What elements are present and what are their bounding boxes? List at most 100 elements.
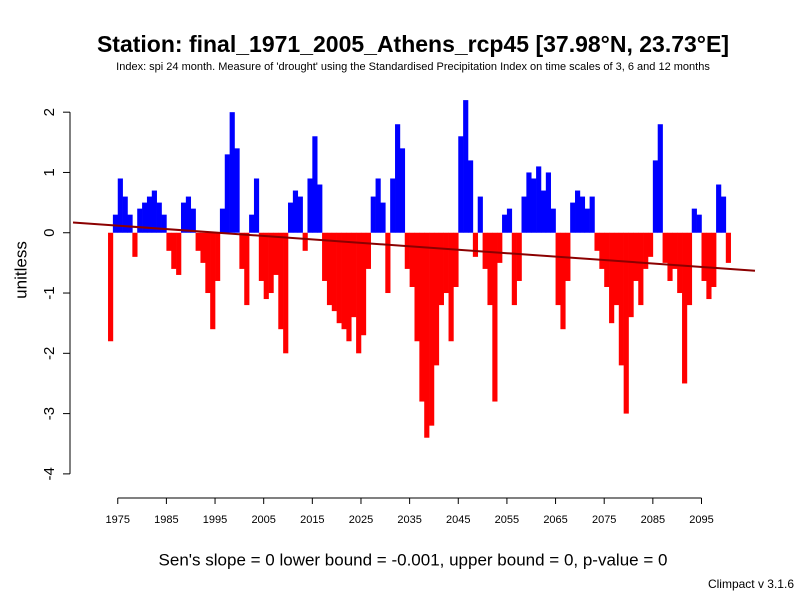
bar bbox=[409, 232, 415, 287]
credit: Climpact v 3.1.6 bbox=[708, 577, 794, 591]
x-tick-label: 1975 bbox=[106, 514, 130, 526]
y-tick-label: -2 bbox=[41, 347, 58, 360]
bar bbox=[244, 232, 250, 306]
bar bbox=[395, 124, 401, 233]
bar bbox=[161, 214, 167, 233]
bar bbox=[477, 196, 483, 233]
bar bbox=[414, 232, 420, 342]
bar bbox=[599, 232, 605, 269]
bar bbox=[628, 232, 634, 318]
bar bbox=[657, 124, 663, 233]
x-tick-label: 1985 bbox=[154, 514, 178, 526]
bar bbox=[506, 208, 513, 233]
bar bbox=[448, 232, 454, 342]
bar bbox=[283, 232, 289, 354]
bar bbox=[219, 208, 226, 233]
bar bbox=[370, 196, 376, 233]
bar bbox=[594, 232, 600, 251]
bar bbox=[331, 232, 337, 312]
bar bbox=[224, 154, 230, 233]
bar bbox=[424, 232, 430, 438]
bar bbox=[127, 214, 133, 233]
bar bbox=[278, 232, 284, 330]
bar bbox=[171, 232, 177, 269]
bar bbox=[531, 178, 537, 233]
bar bbox=[336, 232, 342, 324]
bar bbox=[156, 202, 162, 233]
bar bbox=[467, 160, 474, 233]
bar bbox=[453, 232, 459, 287]
footer: Sen's slope = 0 lower bound = -0.001, up… bbox=[159, 550, 668, 569]
bar bbox=[229, 112, 235, 233]
bar bbox=[516, 232, 522, 281]
bar bbox=[205, 232, 211, 294]
x-tick-label: 2005 bbox=[251, 514, 275, 526]
bar bbox=[234, 148, 240, 233]
x-tick-label: 2035 bbox=[397, 514, 421, 526]
bar bbox=[472, 232, 479, 257]
bar bbox=[540, 190, 547, 233]
bar bbox=[375, 178, 381, 233]
bar bbox=[404, 232, 410, 269]
bar bbox=[273, 232, 279, 275]
x-tick-label: 2095 bbox=[689, 514, 713, 526]
bar bbox=[613, 232, 620, 306]
bar bbox=[643, 232, 649, 269]
bar bbox=[463, 100, 469, 233]
bar bbox=[185, 196, 192, 233]
bar bbox=[419, 232, 425, 402]
bar bbox=[399, 148, 406, 233]
bar bbox=[346, 232, 352, 342]
bar bbox=[137, 208, 143, 233]
bar bbox=[682, 232, 688, 384]
bar bbox=[180, 202, 187, 233]
bar bbox=[696, 214, 702, 233]
bar bbox=[365, 232, 372, 269]
bar bbox=[200, 232, 206, 263]
bar bbox=[117, 178, 123, 233]
bar bbox=[360, 232, 367, 336]
chart-subtitle: Index: spi 24 month. Measure of 'drought… bbox=[116, 61, 710, 73]
bar bbox=[652, 160, 659, 233]
bar bbox=[711, 232, 717, 287]
bar bbox=[356, 232, 362, 354]
x-tick-label: 2025 bbox=[349, 514, 373, 526]
bar bbox=[584, 208, 590, 233]
bar bbox=[258, 232, 264, 281]
bar bbox=[701, 232, 707, 281]
bar bbox=[146, 196, 153, 233]
bar bbox=[638, 232, 644, 306]
x-tick-label: 2045 bbox=[446, 514, 470, 526]
bar bbox=[385, 232, 391, 294]
bar bbox=[662, 232, 668, 263]
bar bbox=[288, 202, 294, 233]
bar bbox=[492, 232, 498, 402]
bar bbox=[302, 232, 308, 251]
x-tick-label: 2055 bbox=[495, 514, 519, 526]
chart-title: Station: final_1971_2005_Athens_rcp45 [3… bbox=[97, 31, 729, 57]
bar bbox=[215, 232, 221, 281]
y-tick-label: -4 bbox=[41, 467, 58, 480]
bar bbox=[716, 184, 722, 233]
y-tick-label: -3 bbox=[41, 407, 58, 420]
bar bbox=[142, 202, 148, 233]
bar bbox=[511, 232, 517, 306]
bar bbox=[686, 232, 693, 306]
bar bbox=[720, 196, 727, 233]
bar bbox=[268, 232, 274, 294]
bar bbox=[672, 232, 678, 269]
bar bbox=[618, 232, 624, 366]
bar bbox=[176, 232, 182, 275]
bar bbox=[550, 208, 556, 233]
bar bbox=[579, 196, 586, 233]
x-tick-label: 2075 bbox=[592, 514, 616, 526]
y-tick-label: 1 bbox=[41, 168, 58, 176]
bar bbox=[312, 136, 318, 233]
bar bbox=[195, 232, 201, 251]
bar bbox=[570, 202, 576, 233]
bar bbox=[560, 232, 566, 330]
y-tick-label: -1 bbox=[41, 286, 58, 299]
bar bbox=[633, 232, 639, 281]
